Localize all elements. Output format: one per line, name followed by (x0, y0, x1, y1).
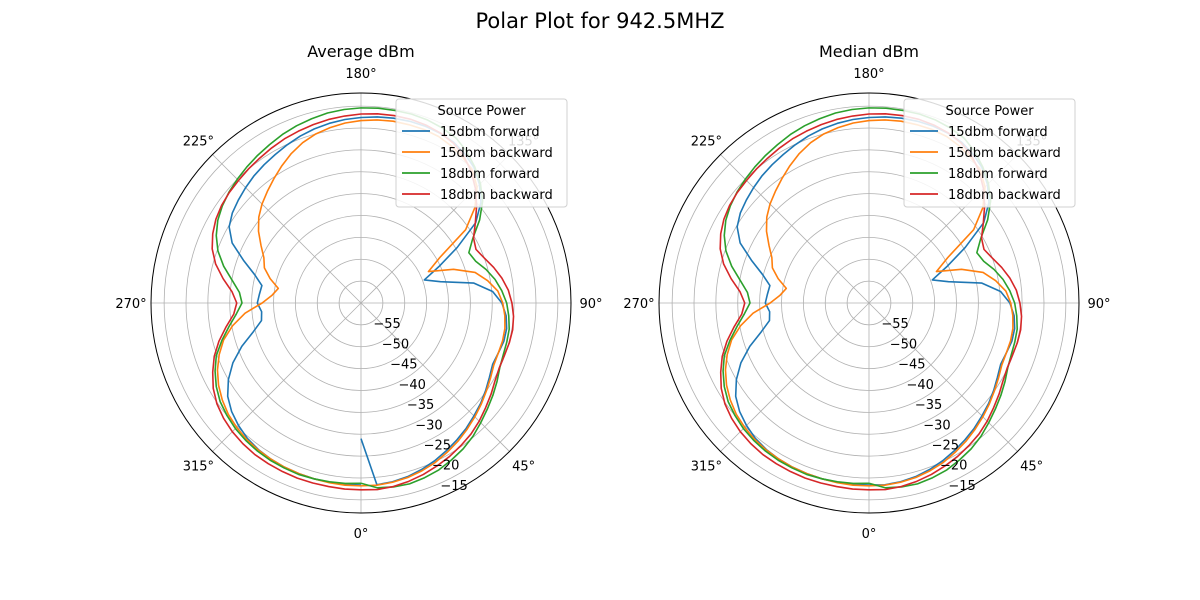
legend: Source Power 15dbm forward 15dbm backward 1… (395, 98, 568, 208)
polar-frame (658, 92, 1080, 514)
legend-label: 18dbm forward (440, 167, 540, 182)
r-tick-label: −55 (373, 317, 400, 332)
r-tick-label: −45 (390, 358, 417, 373)
r-tick-label: −35 (915, 398, 942, 413)
r-tick-label: −45 (898, 358, 925, 373)
polar-axes-median: Median dBm0°45°90°135°180°225°270°315°−5… (623, 42, 1110, 542)
legend-label: 15dbm backward (440, 146, 553, 161)
legend-label: 15dbm forward (440, 125, 540, 140)
legend-label: 15dbm forward (948, 125, 1048, 140)
legend: Source Power 15dbm forward 15dbm backward 1… (903, 98, 1076, 208)
theta-tick-label: 270° (623, 297, 654, 312)
series-line-2 (216, 119, 506, 487)
r-tick-label: −25 (932, 438, 959, 453)
r-tick-label: −40 (906, 378, 933, 393)
axes-title: Average dBm (307, 42, 415, 61)
r-tick-label: −40 (398, 378, 425, 393)
theta-grid-line (720, 154, 870, 304)
r-tick-label: −15 (440, 479, 467, 494)
series-line-1 (734, 116, 1016, 486)
theta-tick-label: 315° (691, 460, 722, 475)
polar-axes-average: Average dBm0°45°90°135°180°225°270°315°−… (115, 42, 602, 542)
legend-label: 15dbm backward (948, 146, 1061, 161)
r-tick-label: −35 (407, 398, 434, 413)
legend-label: 18dbm backward (440, 188, 553, 203)
theta-grid-line (360, 302, 510, 452)
r-tick-label: −20 (432, 459, 459, 474)
theta-tick-label: 0° (354, 527, 369, 542)
r-tick-label: −30 (415, 418, 442, 433)
figure-title: Polar Plot for 942.5MHZ (476, 9, 725, 33)
r-tick-label: −30 (923, 418, 950, 433)
series-line-2 (724, 119, 1014, 487)
polar-frame (150, 92, 572, 514)
r-tick-label: −25 (424, 438, 451, 453)
theta-tick-label: 90° (579, 297, 602, 312)
legend-box (395, 98, 568, 208)
legend-label: 18dbm backward (948, 188, 1061, 203)
theta-tick-label: 45° (512, 460, 535, 475)
theta-grid-line (212, 302, 362, 452)
series-line-1 (226, 116, 508, 486)
r-tick-label: −50 (890, 337, 917, 352)
theta-tick-label: 180° (853, 67, 884, 82)
axes-title: Median dBm (819, 42, 919, 61)
legend-label: 18dbm forward (948, 167, 1048, 182)
legend-title: Source Power (437, 104, 526, 119)
legend-title: Source Power (945, 104, 1034, 119)
theta-tick-label: 45° (1020, 460, 1043, 475)
series-line-4 (211, 113, 515, 491)
r-tick-label: −55 (881, 317, 908, 332)
theta-tick-label: 270° (115, 297, 146, 312)
series-line-4 (719, 113, 1023, 491)
series-line-3 (214, 107, 511, 489)
theta-tick-label: 225° (691, 134, 722, 149)
r-tick-label: −20 (940, 459, 967, 474)
series-line-3 (722, 107, 1019, 489)
theta-grid-line (868, 302, 1018, 452)
r-tick-label: −50 (382, 337, 409, 352)
r-tick-label: −15 (948, 479, 975, 494)
legend-box (903, 98, 1076, 208)
theta-tick-label: 180° (345, 67, 376, 82)
theta-tick-label: 90° (1087, 297, 1110, 312)
theta-tick-label: 225° (183, 134, 214, 149)
theta-tick-label: 0° (862, 527, 877, 542)
theta-grid-line (720, 302, 870, 452)
theta-grid-line (212, 154, 362, 304)
theta-tick-label: 315° (183, 460, 214, 475)
